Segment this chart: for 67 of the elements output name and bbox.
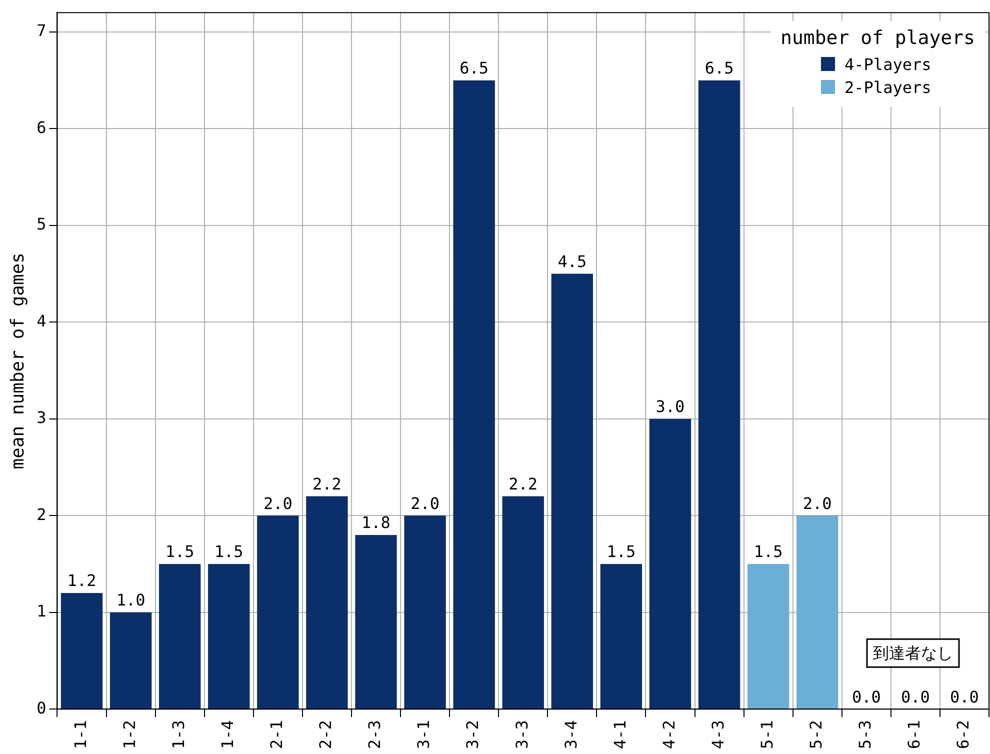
bar bbox=[208, 564, 250, 709]
y-tick-label: 7 bbox=[36, 21, 46, 40]
bar bbox=[404, 516, 446, 709]
data-label: 0.0 bbox=[852, 687, 881, 706]
data-label: 1.2 bbox=[67, 571, 96, 590]
bar bbox=[355, 534, 397, 709]
data-label: 1.0 bbox=[116, 590, 146, 610]
y-tick-label: 0 bbox=[36, 698, 46, 718]
bar bbox=[600, 564, 642, 709]
bar bbox=[60, 593, 103, 709]
data-label: 6.5 bbox=[460, 58, 489, 78]
bar bbox=[649, 418, 692, 709]
x-tick-label: 5-2 bbox=[806, 720, 826, 750]
x-tick-label: 3-3 bbox=[512, 720, 532, 750]
x-tick-label: 2-1 bbox=[267, 720, 286, 750]
data-label: 2.2 bbox=[508, 474, 538, 494]
x-tick-label: 3-4 bbox=[561, 720, 580, 750]
data-label: 1.5 bbox=[165, 542, 194, 562]
bar bbox=[747, 564, 790, 709]
data-label: 3.0 bbox=[656, 397, 685, 416]
x-tick-label: 5-3 bbox=[856, 720, 875, 750]
x-tick-label: 2-2 bbox=[316, 720, 336, 750]
bar bbox=[257, 516, 299, 709]
legend-title: number of players bbox=[780, 26, 975, 49]
data-label: 0.0 bbox=[950, 687, 979, 706]
x-tick-label: 1-2 bbox=[120, 720, 139, 750]
bar bbox=[502, 496, 544, 709]
x-tick-label: 3-2 bbox=[463, 720, 482, 750]
x-tick-label: 1-1 bbox=[70, 720, 90, 750]
x-tick-label: 2-3 bbox=[365, 720, 384, 750]
bar bbox=[698, 80, 740, 709]
data-label: 1.8 bbox=[362, 513, 390, 532]
data-label: 2.2 bbox=[312, 474, 342, 494]
y-axis-title: mean number of games bbox=[7, 252, 28, 470]
data-label: 2.0 bbox=[802, 494, 832, 513]
x-tick-label: 3-1 bbox=[414, 720, 434, 750]
y-tick-label: 1 bbox=[36, 602, 46, 621]
bar bbox=[551, 274, 593, 709]
data-label: 2.0 bbox=[410, 494, 440, 513]
x-tick-label: 4-1 bbox=[610, 720, 630, 750]
x-tick-label: 6-2 bbox=[954, 720, 973, 750]
bar bbox=[306, 496, 348, 709]
x-tick-label: 1-3 bbox=[168, 720, 188, 750]
x-tick-label: 4-3 bbox=[708, 720, 728, 750]
x-tick-label: 4-2 bbox=[659, 720, 678, 750]
x-tick-label: 5-1 bbox=[757, 720, 776, 750]
bar bbox=[110, 612, 152, 709]
legend-label: 4-Players bbox=[844, 54, 932, 74]
y-tick-label: 4 bbox=[36, 311, 46, 330]
y-tick-label: 6 bbox=[36, 118, 46, 137]
x-tick-label: 1-4 bbox=[218, 720, 238, 750]
bar bbox=[158, 564, 201, 709]
data-label: 1.5 bbox=[754, 542, 783, 562]
y-tick-label: 3 bbox=[36, 408, 46, 428]
x-tick-label: 6-1 bbox=[904, 720, 924, 750]
bar bbox=[453, 80, 495, 709]
legend-label: 2-Players bbox=[844, 78, 932, 97]
data-label: 4.5 bbox=[558, 252, 587, 271]
data-label: 1.5 bbox=[606, 542, 636, 562]
data-label: 0.0 bbox=[900, 687, 930, 706]
data-label: 6.5 bbox=[704, 58, 734, 78]
annotation: 到達者なし bbox=[873, 643, 953, 662]
data-label: 1.5 bbox=[214, 542, 244, 562]
bar bbox=[796, 516, 838, 709]
y-tick-label: 2 bbox=[36, 504, 46, 524]
data-label: 2.0 bbox=[263, 494, 292, 513]
y-tick-label: 5 bbox=[36, 214, 46, 234]
